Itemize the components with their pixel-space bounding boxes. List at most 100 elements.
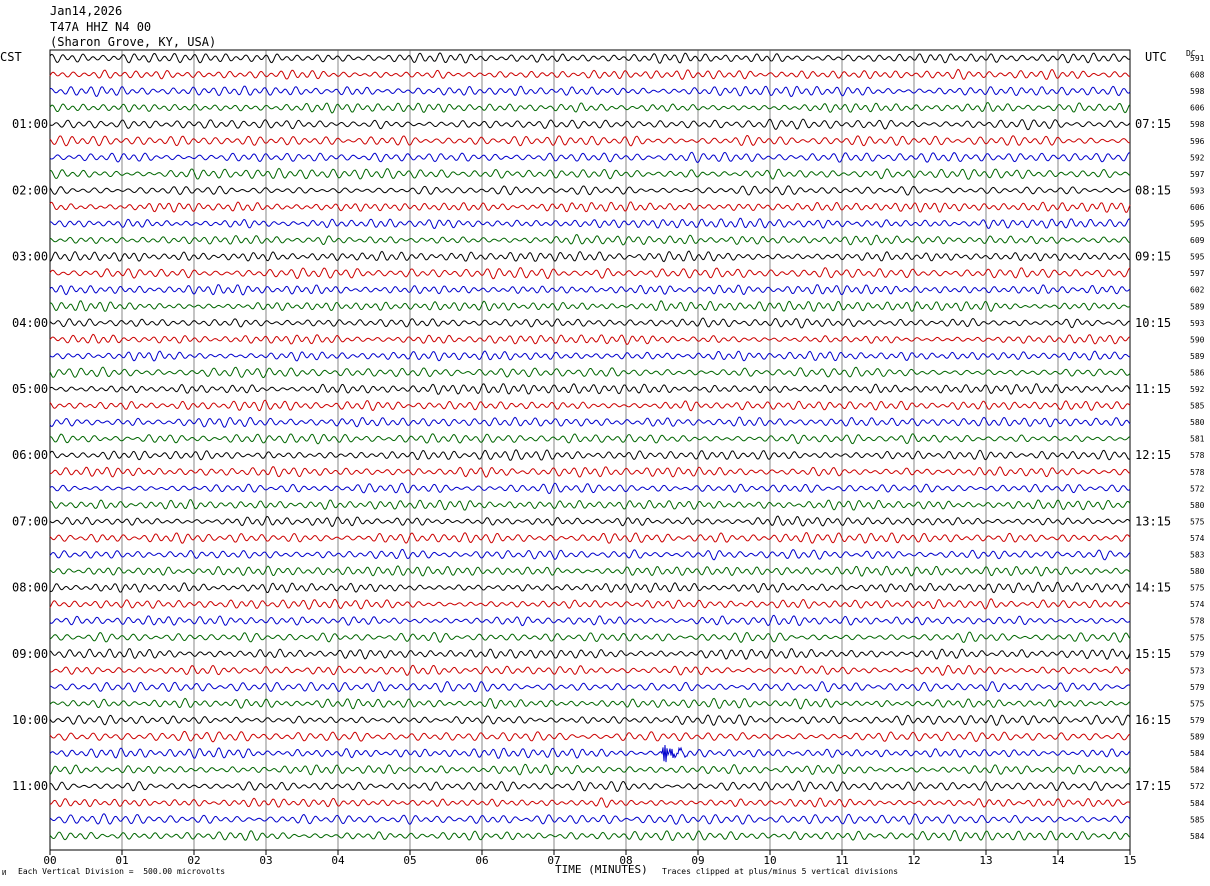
right-timezone-label: UTC	[1145, 50, 1167, 64]
dc-offset-label: 609	[1190, 236, 1205, 245]
seismic-trace	[49, 201, 1131, 213]
dc-offset-label: 597	[1190, 170, 1205, 179]
x-tick-label: 15	[1123, 854, 1136, 867]
seismic-trace	[49, 499, 1131, 511]
utc-hour-label: 09:15	[1135, 250, 1171, 264]
seismic-trace	[49, 714, 1131, 726]
seismic-trace	[49, 797, 1131, 808]
dc-offset-label: 598	[1190, 120, 1205, 129]
utc-hour-label: 12:15	[1135, 448, 1171, 462]
seismic-trace	[49, 234, 1131, 246]
dc-offset-label: 608	[1190, 71, 1205, 80]
seismic-trace	[49, 648, 1131, 660]
dc-offset-label: 592	[1190, 153, 1205, 162]
seismic-trace	[49, 333, 1131, 345]
utc-hour-label: 13:15	[1135, 514, 1171, 528]
dc-offset-label: 595	[1190, 253, 1205, 262]
x-tick-label: 02	[187, 854, 200, 867]
dc-offset-label: 575	[1190, 633, 1205, 642]
seismic-trace	[49, 813, 1131, 825]
dc-offset-label: 575	[1190, 699, 1205, 708]
x-tick-label: 04	[331, 854, 345, 867]
seismic-trace	[49, 267, 1131, 280]
dc-offset-label: 598	[1190, 87, 1205, 96]
seismic-trace	[49, 482, 1131, 495]
dc-offset-label: 606	[1190, 104, 1205, 113]
x-tick-label: 05	[403, 854, 416, 867]
seismic-trace	[49, 68, 1131, 81]
seismic-trace	[49, 118, 1131, 131]
dc-offset-label: 589	[1190, 352, 1205, 361]
seismic-trace	[49, 466, 1131, 478]
dc-offset-label: 579	[1190, 716, 1205, 725]
dc-offset-label: 578	[1190, 617, 1205, 626]
dc-offset-label: 578	[1190, 451, 1205, 460]
dc-offset-label: 575	[1190, 517, 1205, 526]
dc-offset-label: 581	[1190, 435, 1205, 444]
x-tick-label: 13	[979, 854, 992, 867]
seismic-trace	[49, 185, 1131, 196]
x-tick-label: 08	[619, 854, 632, 867]
x-tick-label: 14	[1051, 854, 1065, 867]
dc-offset-label: 580	[1190, 567, 1205, 576]
dc-offset-label: 593	[1190, 186, 1205, 195]
x-tick-label: 01	[115, 854, 128, 867]
dc-offset-label: 573	[1190, 666, 1205, 675]
x-tick-label: 00	[43, 854, 56, 867]
seismic-trace	[49, 383, 1131, 395]
seismic-trace	[49, 449, 1131, 461]
dc-offset-label: 572	[1190, 484, 1205, 493]
dc-offset-label: 578	[1190, 468, 1205, 477]
dc-offset-label: 572	[1190, 782, 1205, 791]
plot-frame	[49, 49, 1131, 851]
seismic-trace	[50, 433, 1131, 445]
seismic-trace	[49, 85, 1131, 98]
seismic-trace	[49, 829, 1131, 842]
seismic-trace	[49, 598, 1131, 610]
dc-offset-label: 606	[1190, 203, 1205, 212]
station-label: T47A HHZ N4 00	[50, 20, 152, 34]
seismic-trace	[49, 581, 1131, 594]
location-label: (Sharon Grove, KY, USA)	[50, 35, 217, 49]
corner-mark: И	[2, 869, 7, 877]
seismic-trace	[49, 134, 1131, 147]
dc-offset-label: 584	[1190, 766, 1205, 775]
utc-hour-label: 14:15	[1135, 581, 1171, 595]
seismic-trace	[49, 52, 1131, 64]
seismic-trace	[49, 350, 1131, 362]
seismic-trace	[49, 284, 1131, 296]
x-tick-label: 06	[475, 854, 488, 867]
x-tick-label: 11	[835, 854, 848, 867]
utc-hour-label: 10:15	[1135, 316, 1171, 330]
cst-hour-label: 11:00	[12, 779, 48, 793]
utc-hour-label: 15:15	[1135, 647, 1171, 661]
x-axis-title: TIME (MINUTES)	[555, 863, 648, 876]
seismic-trace	[49, 614, 1131, 627]
seismic-trace	[49, 780, 1131, 792]
seismic-trace	[49, 730, 1131, 743]
cst-hour-label: 01:00	[12, 117, 48, 131]
dc-offset-label: 584	[1190, 799, 1205, 808]
dc-offset-label: 580	[1190, 418, 1205, 427]
dc-offset-label: 574	[1190, 534, 1205, 543]
x-tick-label: 12	[907, 854, 920, 867]
seismic-trace	[49, 300, 1131, 313]
dc-offset-label: 584	[1190, 749, 1205, 758]
seismic-trace	[49, 744, 1131, 763]
dc-offset-label: 596	[1190, 137, 1205, 146]
dc-header-label: DC	[1186, 49, 1196, 58]
clip-note: Traces clipped at plus/minus 5 vertical …	[662, 867, 899, 876]
cst-hour-label: 05:00	[12, 382, 48, 396]
dc-offset-label: 585	[1190, 815, 1205, 824]
dc-offset-label: 595	[1190, 220, 1205, 229]
dc-offset-label: 586	[1190, 368, 1205, 377]
dc-offset-label: 579	[1190, 650, 1205, 659]
dc-offset-label: 592	[1190, 385, 1205, 394]
dc-offset-label: 584	[1190, 832, 1205, 841]
x-tick-label: 09	[691, 854, 704, 867]
dc-offset-label: 593	[1190, 319, 1205, 328]
seismic-trace	[49, 250, 1131, 263]
dc-offset-label: 590	[1190, 335, 1205, 344]
seismic-trace	[49, 366, 1131, 379]
